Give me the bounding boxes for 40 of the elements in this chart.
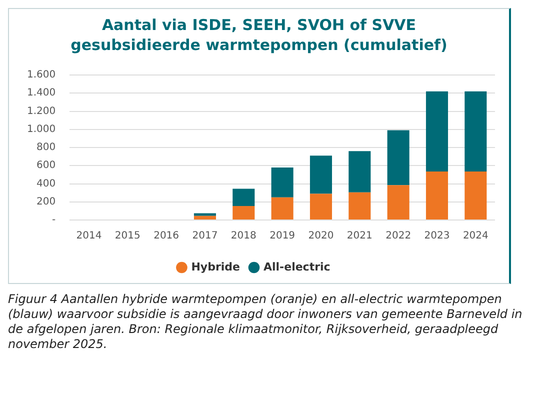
y-tick-label: 200 [36,196,56,208]
bar [194,213,216,216]
y-tick-label: 1.400 [26,88,56,99]
x-tick-label: 2024 [462,230,488,242]
x-tick-label: 2014 [76,230,102,242]
x-tick-label: 2019 [270,230,296,242]
x-tick-label: 2023 [424,230,450,242]
x-tick-label: 2020 [308,230,334,242]
y-tick-label: 1.200 [26,106,56,117]
bar [387,185,410,220]
bar [348,151,371,192]
bar [271,197,294,220]
bar [271,167,294,198]
bar [310,156,332,194]
y-tick-label: 1.600 [26,70,56,81]
y-tick-label: 1.000 [26,124,56,135]
x-tick-label: 2018 [230,230,256,242]
bar [387,130,410,186]
y-tick-label: 800 [36,142,56,154]
text: Figuur 4 Aantallen hybride warmtepompen (oranje) en all-electric warmtepompen (blauw) waarvoor subsidie is aangevraagd door inwoners van gemeente Barneveld in de afgelopen jaren. Bron: Regionale klimaatmonitor, Rijksoverheid, geraadpleegd november 2025. [8,292,524,352]
y-tick-label: - [52,214,56,226]
bar [232,188,255,206]
chart-title: Aantal via ISDE, SEEH, SVOH of SVVE gesubsidieerde warmtepompen (cumulatief) [70,15,448,55]
bar [232,206,255,220]
y-tick-label: 400 [36,178,56,190]
bar [464,172,487,220]
legend-label: Hybride [191,260,240,274]
x-tick-label: 2016 [154,230,180,242]
bar [426,91,448,172]
x-tick-label: 2017 [192,230,218,242]
bar [464,91,487,172]
bar [348,192,371,220]
legend-label: All-electric [263,260,330,274]
bar [426,172,448,220]
x-tick-label: 2022 [386,230,412,242]
x-tick-label: 2015 [114,230,140,242]
x-tick-label: 2021 [346,230,372,242]
bar [194,216,216,220]
y-tick-label: 600 [36,160,56,172]
bar [310,194,332,220]
